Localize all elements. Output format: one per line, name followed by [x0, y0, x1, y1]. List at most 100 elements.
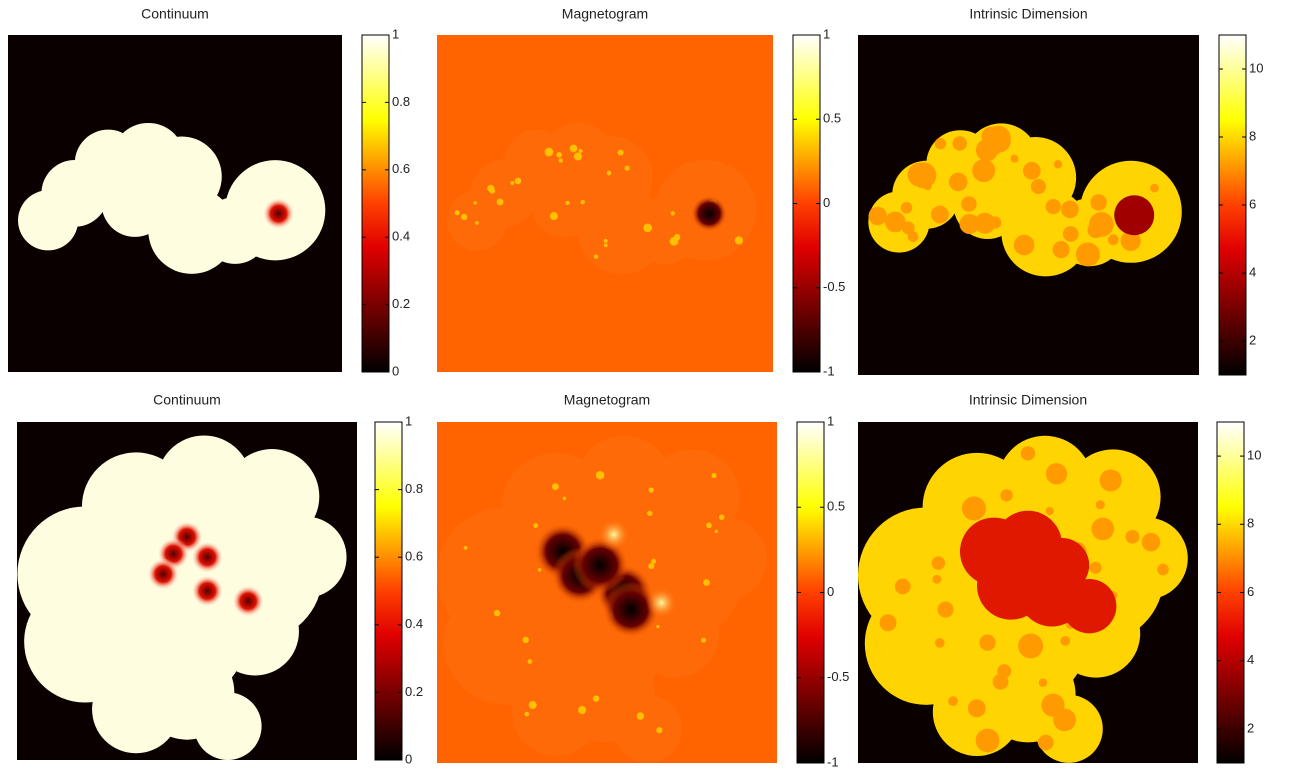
colorbar-tick-label: 6	[1247, 584, 1254, 599]
spot	[262, 197, 295, 230]
colorbar-tick-label: 8	[1249, 128, 1256, 143]
patch	[948, 172, 968, 192]
bright	[645, 586, 678, 619]
colorbar-tick-label: 10	[1249, 60, 1263, 75]
patch	[961, 496, 986, 521]
patch	[1022, 161, 1041, 180]
patch	[527, 659, 533, 664]
patch	[606, 170, 612, 176]
patch	[974, 212, 996, 234]
patch	[718, 514, 725, 520]
patch	[552, 483, 559, 491]
patch	[544, 147, 554, 157]
patch	[651, 558, 657, 564]
colorbar-tick-label: 1	[392, 26, 399, 41]
colorbar-tick-label: 0.5	[823, 111, 841, 126]
patch	[475, 221, 479, 225]
spot	[572, 537, 629, 594]
bright	[597, 518, 630, 551]
patch	[1141, 532, 1161, 552]
region	[194, 692, 262, 760]
patch	[937, 601, 954, 618]
patch	[487, 184, 495, 192]
patch	[643, 223, 653, 233]
patch	[1020, 446, 1036, 461]
patch	[1061, 200, 1079, 219]
patch	[558, 158, 563, 163]
patch	[636, 712, 645, 720]
patch	[556, 151, 563, 158]
colorbar-tick-label: 1	[827, 413, 834, 428]
patch	[496, 198, 504, 206]
patch	[514, 177, 522, 185]
patch	[894, 578, 911, 595]
colorbar-tick-label: 0.4	[392, 229, 410, 244]
patch	[879, 614, 897, 632]
patch	[603, 243, 608, 248]
panel-title: Magnetogram	[562, 6, 648, 22]
image	[8, 35, 342, 372]
patch	[1090, 194, 1107, 211]
patch	[1010, 154, 1019, 163]
patch	[473, 201, 477, 205]
patch	[493, 609, 501, 617]
panel-title: Intrinsic Dimension	[969, 6, 1087, 22]
patch	[703, 579, 710, 586]
patch	[934, 638, 945, 648]
patch	[701, 637, 707, 643]
colorbar-tick-label: 1	[405, 413, 412, 428]
patch	[932, 574, 942, 584]
colorbar-tick-label: 0	[405, 751, 412, 766]
panel-title: Continuum	[153, 392, 221, 408]
patch	[1088, 212, 1114, 237]
colorbar-tick-label: 0.2	[392, 296, 410, 311]
patch	[533, 523, 539, 528]
colorbar-tick-label: 1	[823, 26, 830, 41]
spot	[1114, 195, 1155, 236]
patch	[617, 149, 624, 156]
patch	[1013, 234, 1035, 256]
patch	[1062, 226, 1079, 242]
patch	[1091, 517, 1115, 541]
patch	[565, 200, 570, 205]
patch	[997, 664, 1012, 679]
region	[685, 517, 767, 600]
spot	[191, 575, 224, 607]
patch	[884, 211, 906, 233]
image	[437, 422, 777, 763]
patch	[522, 636, 529, 644]
patch	[1099, 469, 1122, 492]
patch	[670, 211, 675, 216]
spot	[191, 541, 224, 574]
patch	[1000, 489, 1013, 502]
patch	[907, 162, 932, 187]
patch	[463, 545, 468, 550]
region	[92, 665, 180, 754]
colorbar	[361, 34, 390, 373]
patch	[1052, 241, 1070, 259]
patch	[603, 239, 608, 243]
colorbar	[1218, 34, 1247, 376]
patch	[931, 205, 949, 224]
patch	[1038, 678, 1048, 688]
patch	[1157, 563, 1169, 576]
patch	[673, 233, 681, 241]
colorbar	[374, 421, 403, 761]
region	[265, 516, 347, 598]
patch	[975, 728, 1000, 753]
region	[201, 197, 269, 264]
patch	[1120, 230, 1141, 251]
colorbar-tick-label: 0.5	[827, 499, 845, 514]
colorbar-tick-label: 0	[392, 363, 399, 378]
colorbar-tick-label: 0.6	[392, 161, 410, 176]
patch	[1030, 178, 1046, 195]
colorbar-tick-label: -0.5	[823, 279, 845, 294]
patch	[1018, 633, 1044, 659]
colorbar-tick-label: -1	[827, 754, 839, 769]
patch	[1095, 500, 1105, 510]
colorbar-tick-label: 2	[1247, 720, 1254, 735]
patch	[656, 727, 663, 734]
patch	[573, 152, 582, 161]
patch	[931, 556, 946, 570]
region	[613, 694, 682, 763]
